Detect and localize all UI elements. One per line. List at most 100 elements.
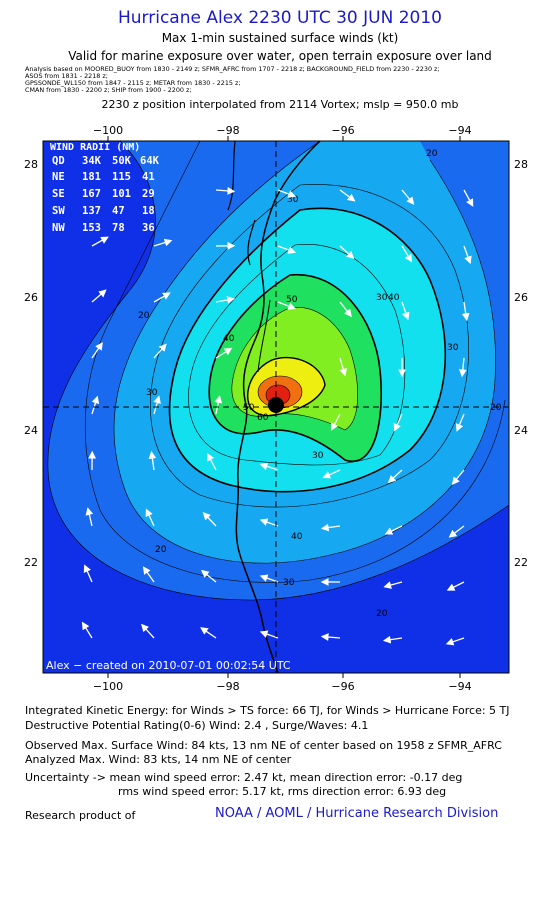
observed-max-text: Observed Max. Surface Wind: 84 kts, 13 n…: [25, 739, 502, 752]
svg-text:−96: −96: [331, 680, 354, 693]
svg-text:64K: 64K: [140, 155, 160, 167]
lagoon-outline: [257, 299, 271, 373]
svg-text:−100: −100: [93, 680, 123, 693]
wind-arrow: [142, 566, 155, 583]
map-frame: [42, 140, 510, 674]
wind-arrow: [339, 189, 356, 202]
wind-arrow: [215, 347, 233, 359]
wind-arrow: [401, 245, 413, 263]
svg-text:50: 50: [243, 403, 255, 413]
svg-text:30: 30: [146, 388, 158, 398]
svg-text:22: 22: [514, 556, 528, 569]
wind-arrow: [451, 469, 465, 485]
position-note: 2230 z position interpolated from 2114 V…: [101, 98, 459, 111]
contour-lines: [47, 141, 509, 601]
wind-arrow: [91, 289, 107, 303]
svg-text:26: 26: [24, 291, 38, 304]
wind-arrow: [382, 635, 403, 644]
wind-arrow: [141, 623, 155, 639]
wind-arrow: [461, 301, 470, 322]
svg-text:181: 181: [82, 171, 101, 183]
uncertainty-rms-text: rms wind speed error: 5.17 kt, rms direc…: [118, 785, 447, 798]
wind-arrow: [148, 450, 157, 471]
wind-arrow: [215, 187, 236, 195]
svg-text:78: 78: [112, 222, 125, 234]
wind-arrow: [339, 357, 347, 377]
svg-text:137: 137: [82, 205, 101, 217]
lon-ticks: [107, 136, 461, 678]
svg-text:50K: 50K: [112, 155, 132, 167]
svg-text:30: 30: [376, 293, 388, 303]
svg-text:20: 20: [138, 311, 150, 321]
wind-arrow: [145, 508, 155, 527]
svg-text:40: 40: [388, 293, 400, 303]
wind-arrow: [153, 292, 171, 303]
svg-text:36: 36: [142, 222, 155, 234]
svg-text:30: 30: [287, 195, 299, 205]
credit-label: Research product of: [25, 809, 136, 822]
wind-arrow: [91, 342, 103, 359]
wind-arrow: [215, 296, 235, 304]
svg-text:29: 29: [142, 188, 155, 200]
svg-text:−98: −98: [216, 124, 239, 137]
dpr-text: Destructive Potential Rating(0-6) Wind: …: [25, 719, 369, 732]
source-line: CMAN from 1830 - 2200 z; SHIP from 1900 …: [25, 86, 192, 94]
wind-arrow: [458, 357, 467, 378]
wind-radii-table: WIND RADII (NM) QD 34K 50K 64K NE 181 11…: [50, 142, 160, 234]
wind-arrow: [81, 621, 93, 639]
source-line: Analysis based on MOORED_BUOY from 1830 …: [25, 65, 440, 73]
svg-text:18: 18: [142, 205, 155, 217]
wind-arrow: [153, 238, 173, 247]
analyzed-max-text: Analyzed Max. Wind: 83 kts, 14 nm NE of …: [25, 753, 292, 766]
wind-arrow: [277, 245, 297, 254]
chart-subtitle-exposure: Valid for marine exposure over water, op…: [68, 49, 492, 63]
wind-arrow: [393, 413, 403, 432]
svg-text:41: 41: [142, 171, 155, 183]
svg-text:−98: −98: [216, 680, 239, 693]
wind-arrow: [207, 452, 217, 471]
svg-text:40: 40: [223, 334, 235, 344]
svg-text:28: 28: [24, 158, 38, 171]
wind-arrow: [330, 413, 341, 432]
svg-text:167: 167: [82, 188, 101, 200]
svg-text:47: 47: [112, 205, 125, 217]
wind-arrow: [384, 525, 403, 535]
wind-arrow: [383, 581, 403, 589]
wind-arrow: [153, 343, 167, 359]
wind-contours: 20 20 20 20 20 30 30 30 30 30 30 40 40 4…: [43, 141, 509, 673]
svg-text:30: 30: [283, 578, 295, 588]
svg-text:34K: 34K: [82, 155, 102, 167]
wind-arrow: [320, 523, 341, 532]
svg-text:30: 30: [447, 343, 459, 353]
source-line: ASOS from 1831 - 2218 z;: [25, 72, 108, 80]
svg-text:24: 24: [514, 424, 528, 437]
wind-arrow: [85, 507, 94, 527]
wind-arrow: [320, 633, 341, 641]
wind-arrow: [259, 518, 279, 527]
wind-arrow: [463, 245, 472, 265]
center-crosshair: [43, 141, 509, 673]
uncertainty-mean-text: Uncertainty -> mean wind speed error: 2.…: [25, 771, 463, 784]
svg-text:20: 20: [426, 149, 438, 159]
coastline: [235, 141, 321, 673]
wind-arrow: [214, 395, 223, 415]
wind-arrow: [91, 395, 100, 415]
svg-text:115: 115: [112, 171, 131, 183]
wind-arrow: [259, 462, 279, 471]
wind-arrow: [446, 581, 465, 591]
svg-text:30: 30: [312, 451, 324, 461]
lat-tick-labels: 22 24 26 28 22 24 26 28: [24, 158, 528, 569]
noaa-aoml-link[interactable]: NOAA / AOML / Hurricane Research Divisio…: [215, 806, 499, 821]
wind-arrow: [401, 301, 410, 321]
wind-arrow: [259, 574, 279, 583]
svg-text:28: 28: [514, 158, 528, 171]
lon-tick-labels: −100 −98 −96 −94 −100 −98 −96 −94: [93, 124, 472, 693]
svg-text:WIND RADII (NM): WIND RADII (NM): [50, 142, 140, 153]
svg-text:NW: NW: [52, 222, 65, 234]
wind-arrow: [202, 512, 217, 527]
svg-text:40: 40: [291, 532, 303, 542]
source-line: GPSSONDE_WL150 from 1847 - 2115 z; METAR…: [25, 79, 241, 87]
wind-arrow: [339, 245, 355, 259]
svg-text:101: 101: [112, 188, 131, 200]
